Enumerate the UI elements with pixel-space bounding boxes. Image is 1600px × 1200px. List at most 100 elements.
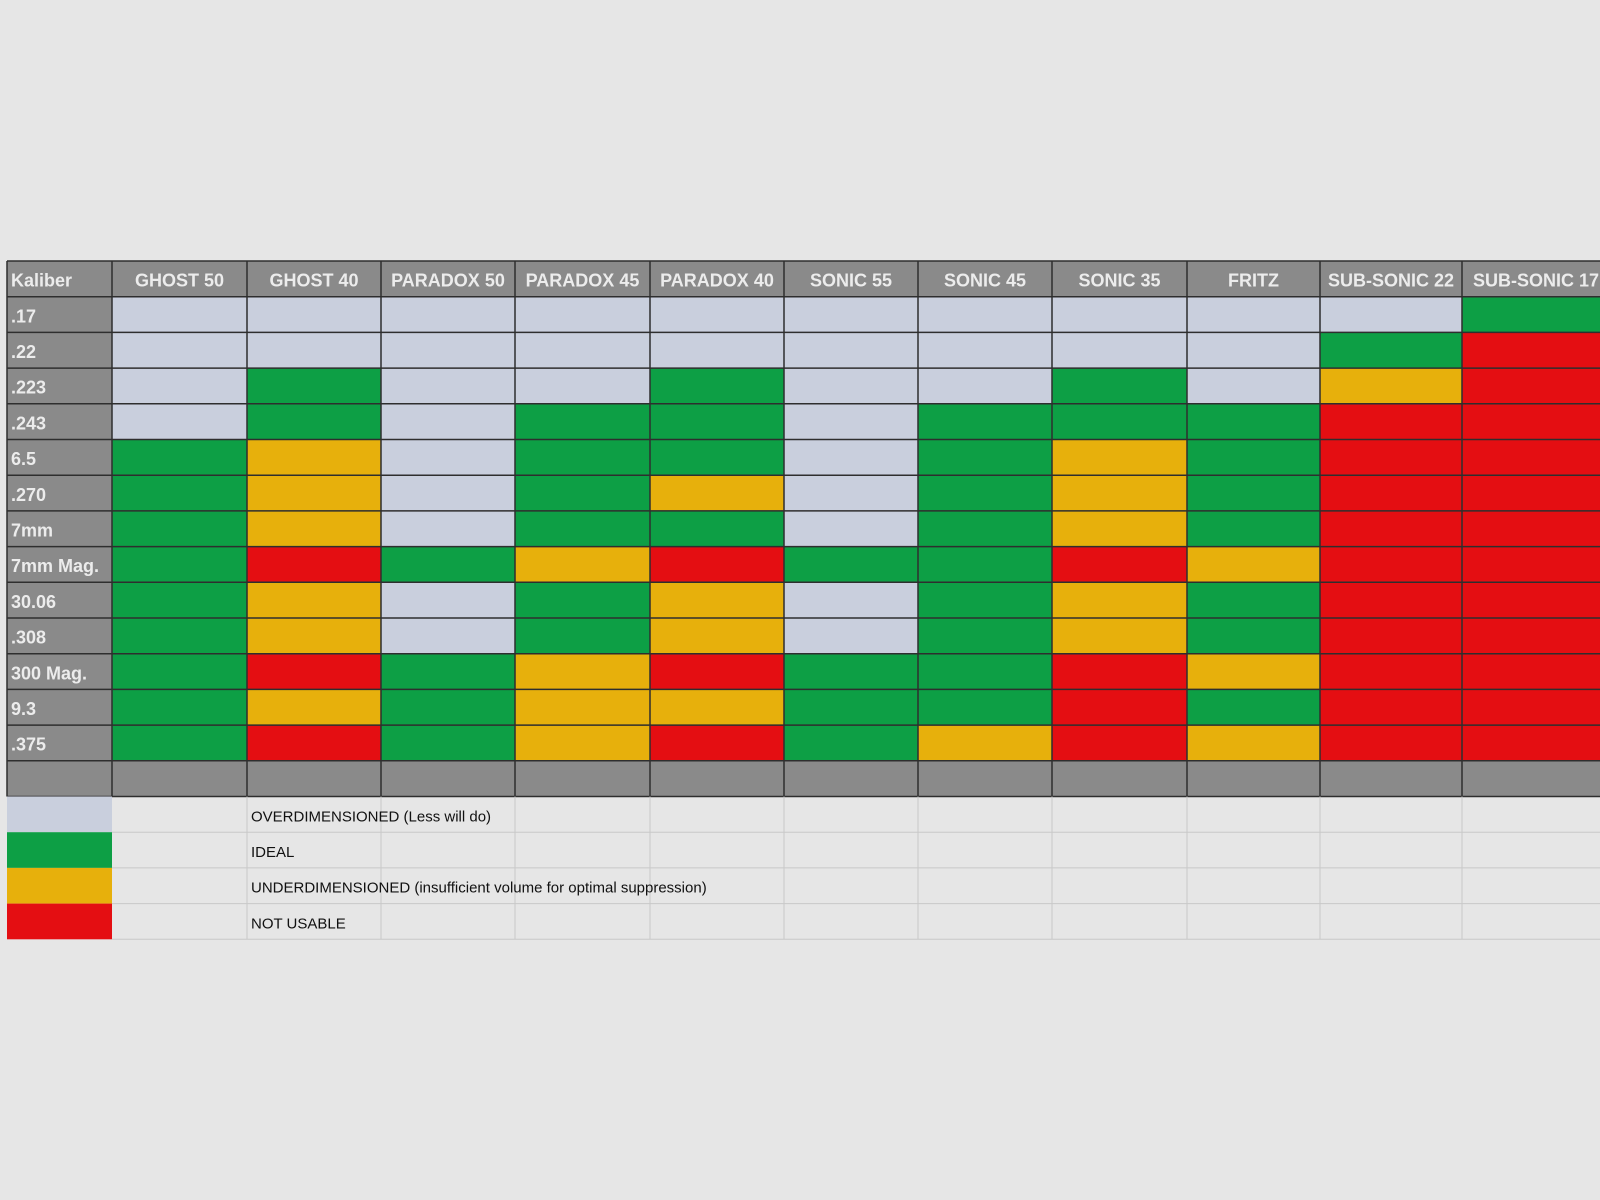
- rating-cell: [784, 689, 918, 726]
- rating-cell: [650, 510, 784, 547]
- rating-cell: [247, 546, 381, 583]
- rating-cell: [247, 296, 381, 333]
- rating-cell: [515, 510, 650, 547]
- rating-cell: [784, 725, 918, 761]
- rating-cell: [1462, 296, 1600, 333]
- rating-cell: [515, 689, 650, 726]
- column-header: SUB-SONIC 22: [1328, 271, 1454, 291]
- rating-cell: [1462, 582, 1600, 618]
- rating-cell: [784, 618, 918, 654]
- rating-cell: [1320, 546, 1462, 583]
- rating-cell: [1187, 725, 1320, 761]
- rating-cell: [1462, 475, 1600, 511]
- legend-label: OVERDIMENSIONED (Less will do): [251, 808, 491, 825]
- rating-cell: [381, 618, 515, 654]
- row-label: 30.06: [11, 592, 56, 612]
- row-label-cell: [7, 403, 112, 440]
- column-header: FRITZ: [1228, 271, 1279, 291]
- rating-cell: [515, 296, 650, 333]
- rating-cell: [1320, 368, 1462, 404]
- legend-label: UNDERDIMENSIONED (insufficient volume fo…: [251, 880, 707, 897]
- rating-cell: [784, 582, 918, 618]
- row-label: 6.5: [11, 449, 36, 469]
- rating-cell: [918, 368, 1052, 404]
- rating-cell: [1052, 689, 1187, 726]
- rating-cell: [381, 403, 515, 440]
- rating-cell: [1462, 510, 1600, 547]
- rating-cell: [1052, 475, 1187, 511]
- rating-cell: [381, 653, 515, 690]
- rating-cell: [1320, 582, 1462, 618]
- rating-cell: [1187, 368, 1320, 404]
- rating-cell: [1462, 403, 1600, 440]
- rating-cell: [918, 475, 1052, 511]
- row-label: .22: [11, 342, 36, 362]
- rating-cell: [1052, 296, 1187, 333]
- rating-cell: [112, 510, 247, 547]
- rating-cell: [247, 582, 381, 618]
- rating-cell: [1052, 582, 1187, 618]
- rating-cell: [784, 296, 918, 333]
- row-label-cell: [7, 689, 112, 726]
- rating-cell: [381, 368, 515, 404]
- rating-cell: [1187, 403, 1320, 440]
- row-label-cell: [7, 439, 112, 476]
- rating-cell: [515, 332, 650, 369]
- row-label: .243: [11, 413, 46, 433]
- rating-cell: [1462, 546, 1600, 583]
- rating-cell: [381, 725, 515, 761]
- rating-cell: [918, 546, 1052, 583]
- legend-swatch: [7, 903, 112, 940]
- rating-cell: [784, 368, 918, 404]
- rating-cell: [515, 403, 650, 440]
- rating-cell: [1187, 510, 1320, 547]
- row-label-cell: [7, 296, 112, 333]
- rating-cell: [784, 653, 918, 690]
- column-header: Kaliber: [11, 271, 72, 291]
- legend-swatch: [7, 796, 112, 833]
- rating-cell: [1052, 618, 1187, 654]
- rating-cell: [112, 582, 247, 618]
- rating-cell: [112, 296, 247, 333]
- rating-cell: [1462, 439, 1600, 476]
- row-label: .270: [11, 485, 46, 505]
- rating-cell: [1320, 403, 1462, 440]
- rating-cell: [381, 546, 515, 583]
- rating-cell: [381, 582, 515, 618]
- column-header: SUB-SONIC 17: [1473, 271, 1599, 291]
- rating-cell: [650, 475, 784, 511]
- rating-cell: [650, 403, 784, 440]
- rating-cell: [918, 689, 1052, 726]
- rating-cell: [1320, 296, 1462, 333]
- rating-cell: [515, 475, 650, 511]
- rating-cell: [650, 618, 784, 654]
- rating-cell: [1320, 689, 1462, 726]
- rating-cell: [515, 368, 650, 404]
- row-label: .308: [11, 628, 46, 648]
- rating-cell: [1052, 546, 1187, 583]
- rating-cell: [112, 332, 247, 369]
- rating-cell: [650, 725, 784, 761]
- rating-cell: [381, 510, 515, 547]
- rating-cell: [1187, 475, 1320, 511]
- rating-cell: [247, 439, 381, 476]
- legend-label: NOT USABLE: [251, 915, 346, 932]
- rating-cell: [515, 439, 650, 476]
- rating-cell: [381, 689, 515, 726]
- rating-cell: [515, 653, 650, 690]
- rating-cell: [650, 296, 784, 333]
- rating-cell: [1320, 439, 1462, 476]
- rating-cell: [650, 546, 784, 583]
- rating-cell: [1187, 689, 1320, 726]
- rating-cell: [1052, 403, 1187, 440]
- row-label: .17: [11, 306, 36, 326]
- rating-cell: [1052, 510, 1187, 547]
- rating-cell: [1052, 725, 1187, 761]
- row-label-cell: [7, 725, 112, 761]
- rating-cell: [918, 296, 1052, 333]
- rating-cell: [1462, 332, 1600, 369]
- rating-cell: [247, 403, 381, 440]
- rating-cell: [112, 475, 247, 511]
- rating-cell: [1320, 475, 1462, 511]
